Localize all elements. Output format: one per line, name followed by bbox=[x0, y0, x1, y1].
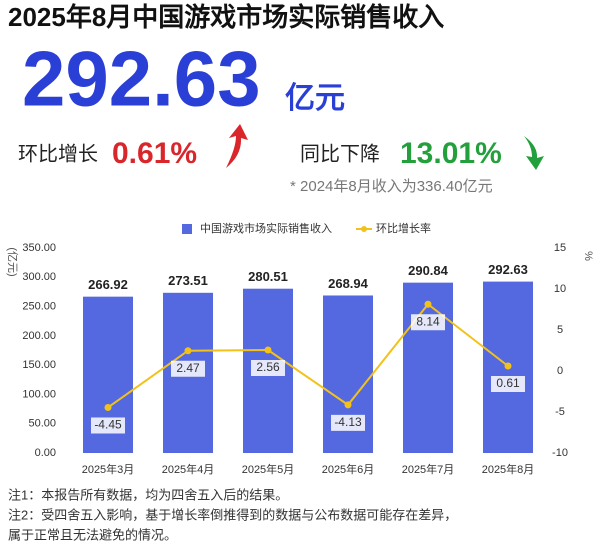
note: 属于正常且无法避免的情况。 bbox=[8, 527, 177, 542]
line-value-label: 2.56 bbox=[256, 360, 280, 374]
x-tick-label: 2025年6月 bbox=[322, 462, 375, 476]
label-bg bbox=[171, 360, 205, 377]
line-point bbox=[504, 362, 512, 370]
x-tick-label: 2025年7月 bbox=[402, 462, 455, 476]
bar-value-label: 266.92 bbox=[88, 277, 128, 292]
y2-tick-label: 5 bbox=[557, 324, 563, 336]
up-arrow bbox=[226, 124, 248, 168]
y2-tick-label: -5 bbox=[555, 406, 565, 418]
line-value-label: 8.14 bbox=[416, 314, 440, 328]
chart: 中国游戏市场实际销售收入 环比增长率(亿元) %0.0050.00100.00150… bbox=[6, 221, 594, 476]
bar-value-label: 268.94 bbox=[328, 276, 369, 291]
x-tick-label: 2025年4月 bbox=[162, 462, 215, 476]
y-tick-label: 250.00 bbox=[22, 300, 56, 312]
y-tick-label: 100.00 bbox=[22, 388, 56, 400]
y-tick-label: 350.00 bbox=[22, 242, 56, 254]
line-point bbox=[344, 401, 352, 409]
legend-swatch bbox=[182, 224, 192, 234]
note: 注1：本报告所有数据，均为四舍五入后的结果。 bbox=[8, 487, 288, 502]
y-tick-label: 300.00 bbox=[22, 271, 56, 283]
line-value-label: -4.45 bbox=[94, 418, 122, 432]
legend-marker bbox=[361, 226, 367, 232]
x-tick-label: 2025年3月 bbox=[82, 462, 135, 476]
line-point bbox=[104, 403, 112, 411]
label-bg bbox=[411, 314, 445, 331]
line-point bbox=[184, 347, 192, 355]
y-tick-label: 50.00 bbox=[28, 418, 56, 430]
down-arrow bbox=[524, 136, 544, 170]
legend-label: 环比增长率 bbox=[376, 221, 431, 235]
label-bg bbox=[251, 360, 285, 377]
x-tick-label: 2025年8月 bbox=[482, 462, 535, 476]
mom-value: 0.61% bbox=[112, 137, 197, 170]
line-value-label: 2.47 bbox=[176, 361, 200, 375]
footnote: * 2024年8月收入为336.40亿元 bbox=[290, 178, 493, 195]
line-point bbox=[424, 300, 432, 308]
y-tick-label: 200.00 bbox=[22, 330, 56, 342]
y2-tick-label: 15 bbox=[554, 242, 566, 254]
bar bbox=[403, 282, 453, 453]
y2-axis-label: % bbox=[582, 251, 594, 261]
y-tick-label: 150.00 bbox=[22, 359, 56, 371]
bar-value-label: 273.51 bbox=[168, 273, 208, 288]
y2-tick-label: -10 bbox=[552, 447, 568, 459]
mom-label: 环比增长 bbox=[18, 142, 98, 165]
label-bg bbox=[491, 375, 525, 392]
line-point bbox=[264, 346, 272, 354]
bar-value-label: 280.51 bbox=[248, 269, 288, 284]
big-unit: 亿元 bbox=[285, 82, 345, 115]
bar-value-label: 292.63 bbox=[488, 262, 528, 277]
note: 注2：受四舍五入影响，基于增长率倒推得到的数据与公布数据可能存在差异， bbox=[8, 507, 457, 522]
y2-tick-label: 0 bbox=[557, 365, 563, 377]
line-value-label: 0.61 bbox=[496, 376, 520, 390]
y-axis-label: (亿元) bbox=[6, 247, 19, 276]
yoy-label: 同比下降 bbox=[300, 142, 380, 165]
bar-value-label: 290.84 bbox=[408, 263, 449, 278]
yoy-value: 13.01% bbox=[400, 137, 502, 170]
big-value: 292.63 bbox=[22, 35, 261, 123]
line-value-label: -4.13 bbox=[334, 415, 362, 429]
title: 2025年8月中国游戏市场实际销售收入 bbox=[8, 2, 444, 32]
label-bg bbox=[331, 414, 365, 431]
y-tick-label: 0.00 bbox=[35, 447, 56, 459]
x-tick-label: 2025年5月 bbox=[242, 462, 295, 476]
label-bg bbox=[91, 417, 125, 434]
y2-tick-label: 10 bbox=[554, 283, 566, 295]
legend-label: 中国游戏市场实际销售收入 bbox=[200, 221, 332, 235]
